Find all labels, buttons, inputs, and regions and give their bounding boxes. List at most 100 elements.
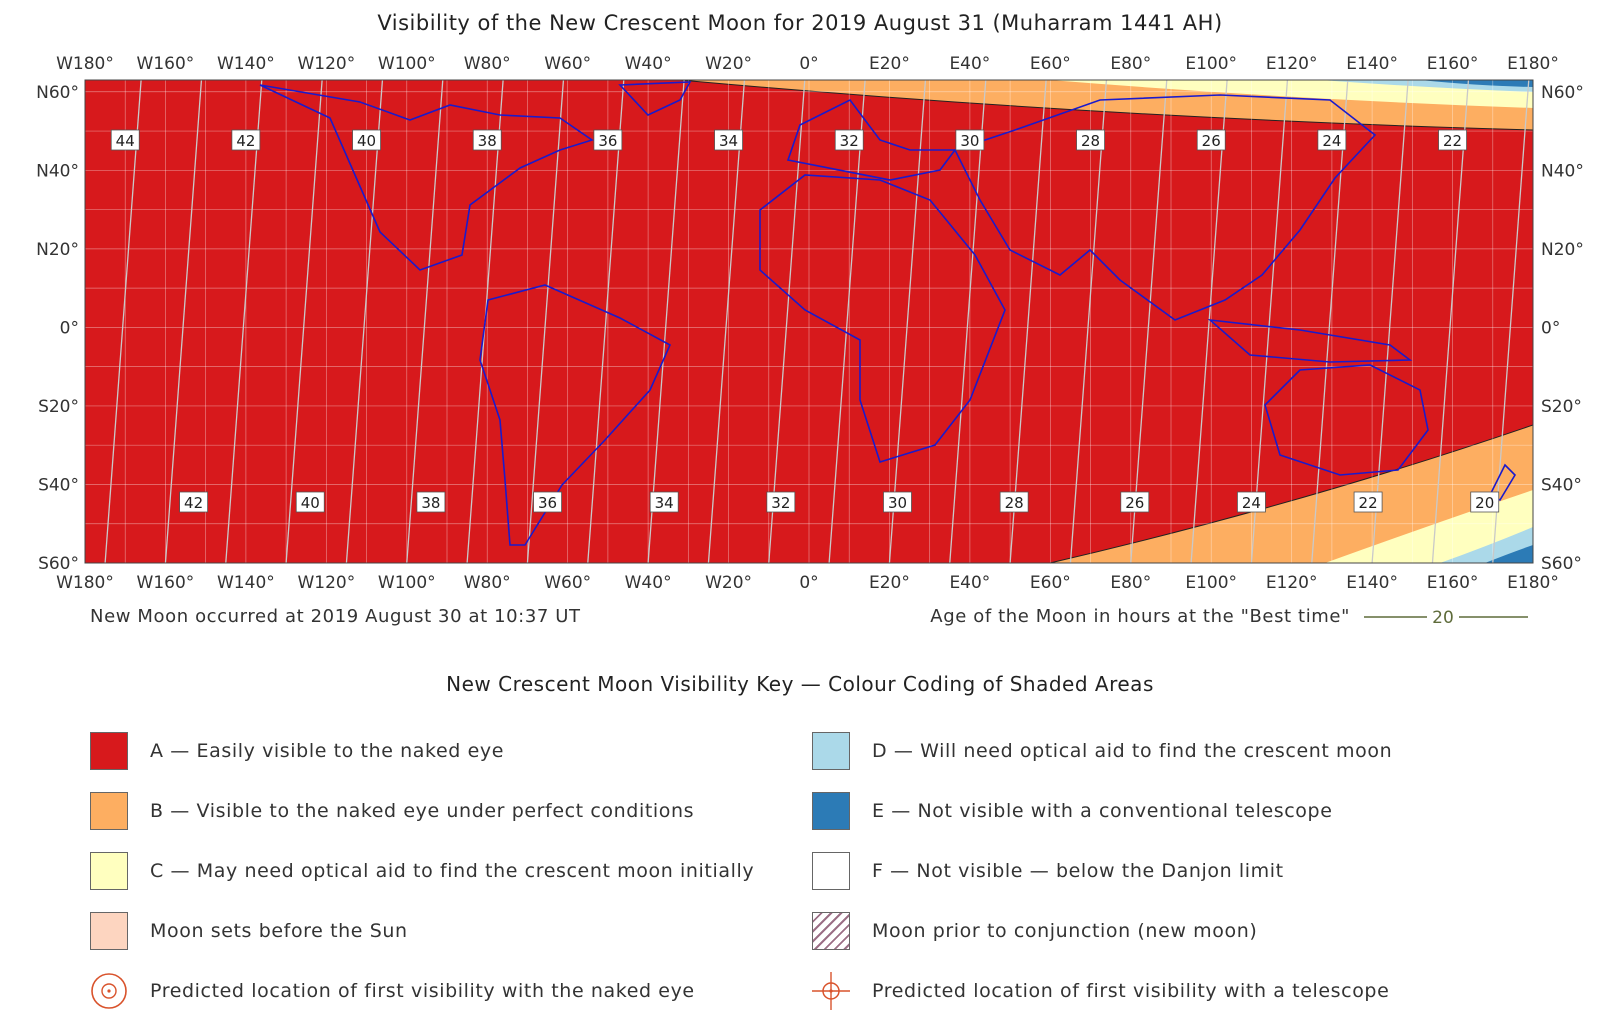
graticule bbox=[85, 80, 1533, 563]
age-label-box bbox=[766, 491, 796, 513]
age-isoline bbox=[888, 80, 927, 563]
age-isoline bbox=[1371, 80, 1409, 563]
zone-a-swatch bbox=[90, 732, 128, 770]
zone-a-background bbox=[85, 80, 1533, 563]
lat-label-right: 0° bbox=[1541, 318, 1560, 338]
zone-e-swatch bbox=[812, 792, 850, 830]
age-label: 28 bbox=[1081, 132, 1100, 150]
age-isoline bbox=[104, 80, 142, 563]
lon-label-top: E40° bbox=[949, 54, 990, 74]
age-label: 26 bbox=[1202, 132, 1221, 150]
indonesia-coastline bbox=[1207, 318, 1413, 363]
lon-label-top: E180° bbox=[1507, 54, 1559, 74]
greenland-coastline bbox=[618, 81, 692, 116]
lon-label-bottom: E20° bbox=[869, 573, 910, 593]
lon-label-bottom: W160° bbox=[137, 573, 195, 593]
age-label: 30 bbox=[888, 494, 907, 512]
lon-label-top: W40° bbox=[625, 54, 672, 74]
lon-label-top: W60° bbox=[544, 54, 591, 74]
lon-label-top: W160° bbox=[137, 54, 195, 74]
lon-label-bottom: E100° bbox=[1185, 573, 1237, 593]
zone-f-swatch bbox=[812, 852, 850, 890]
map-labels: W180° W180° W160° W160° W140° W140° W120° W120°… bbox=[36, 54, 1584, 593]
map-title: Visibility of the New Crescent Moon for … bbox=[377, 11, 1222, 35]
lon-label-bottom: E80° bbox=[1110, 573, 1151, 593]
age-label: 32 bbox=[840, 132, 859, 150]
age-label: 42 bbox=[236, 132, 255, 150]
age-label-box bbox=[179, 491, 209, 513]
lon-label-top: W120° bbox=[297, 54, 355, 74]
lon-label-bottom: E120° bbox=[1266, 573, 1318, 593]
lon-label-bottom: E140° bbox=[1346, 573, 1398, 593]
lon-label-bottom: W180° bbox=[56, 573, 114, 593]
asia-coastline bbox=[953, 94, 1377, 321]
age-isoline bbox=[707, 80, 746, 563]
age-label-box bbox=[472, 129, 502, 151]
age-label-box bbox=[1353, 491, 1383, 513]
key-item-f: F — Not visible — below the Danjon limit bbox=[812, 851, 1284, 891]
key-label-a: A — Easily visible to the naked eye bbox=[150, 740, 504, 762]
age-label-box bbox=[1237, 491, 1266, 513]
age-isoline bbox=[768, 80, 806, 563]
age-isoline bbox=[1190, 80, 1228, 563]
lon-label-bottom: 0° bbox=[799, 573, 818, 593]
lon-label-bottom: E180° bbox=[1507, 573, 1559, 593]
age-label-box bbox=[999, 491, 1029, 513]
hatch-swatch-icon bbox=[812, 912, 850, 950]
lon-label-top: E80° bbox=[1110, 54, 1151, 74]
age-label: 24 bbox=[1322, 132, 1341, 150]
north-america-coastline bbox=[259, 84, 594, 271]
lat-label-right: S60° bbox=[1541, 554, 1582, 574]
map-frame bbox=[84, 79, 1534, 564]
age-isoline bbox=[647, 80, 685, 563]
age-label: 22 bbox=[1443, 132, 1462, 150]
naked-eye-marker-icon bbox=[90, 972, 128, 1010]
coastlines bbox=[259, 81, 1517, 546]
key-item-a: A — Easily visible to the naked eye bbox=[90, 731, 504, 771]
key-label-e: E — Not visible with a conventional tele… bbox=[872, 800, 1333, 822]
key-item-e: E — Not visible with a conventional tele… bbox=[812, 791, 1332, 831]
key-item-telescope-location: Predicted location of first visibility w… bbox=[812, 971, 1389, 1011]
age-isoline bbox=[1009, 80, 1047, 563]
age-label-box bbox=[1076, 129, 1105, 151]
age-isoline bbox=[1431, 80, 1470, 563]
key-label-b: B — Visible to the naked eye under perfe… bbox=[150, 800, 695, 822]
key-label-d: D — Will need optical aid to find the cr… bbox=[872, 740, 1393, 762]
age-isoline bbox=[828, 80, 866, 563]
map-area bbox=[85, 80, 1533, 563]
age-label-box bbox=[1438, 129, 1467, 151]
lon-label-bottom: W80° bbox=[464, 573, 511, 593]
new-zealand-coastline bbox=[1488, 463, 1517, 502]
age-label-box bbox=[416, 491, 446, 513]
zone-b-south bbox=[1050, 425, 1533, 563]
age-isoline bbox=[225, 80, 263, 563]
key-item-prior-conjunction: Moon prior to conjunction (new moon) bbox=[812, 911, 1257, 951]
lon-label-top: E20° bbox=[869, 54, 910, 74]
zone-b-swatch bbox=[90, 792, 128, 830]
age-label-box bbox=[883, 491, 912, 513]
key-label-prior-conjunction: Moon prior to conjunction (new moon) bbox=[872, 920, 1258, 942]
age-isoline bbox=[1311, 80, 1349, 563]
age-isoline bbox=[406, 80, 444, 563]
age-label-box bbox=[110, 129, 140, 151]
zone-d-swatch bbox=[812, 732, 850, 770]
age-label: 20 bbox=[1475, 494, 1494, 512]
lon-label-top: 0° bbox=[799, 54, 818, 74]
south-america-coastline bbox=[479, 284, 672, 546]
lon-label-bottom: W60° bbox=[544, 573, 591, 593]
lon-label-bottom: W140° bbox=[217, 573, 275, 593]
age-isoline bbox=[345, 80, 384, 563]
lat-label-left: N60° bbox=[36, 83, 79, 103]
lat-label-right: S40° bbox=[1541, 475, 1582, 495]
age-label-box bbox=[295, 491, 325, 513]
lon-label-top: W100° bbox=[378, 54, 436, 74]
lon-label-top: W80° bbox=[464, 54, 511, 74]
age-isoline bbox=[285, 80, 323, 563]
age-label-box bbox=[533, 491, 562, 513]
age-label-box bbox=[1317, 129, 1347, 151]
age-label: 28 bbox=[1005, 494, 1024, 512]
lon-label-bottom: W100° bbox=[378, 573, 436, 593]
age-label: 24 bbox=[1242, 494, 1261, 512]
age-label-box bbox=[649, 491, 679, 513]
